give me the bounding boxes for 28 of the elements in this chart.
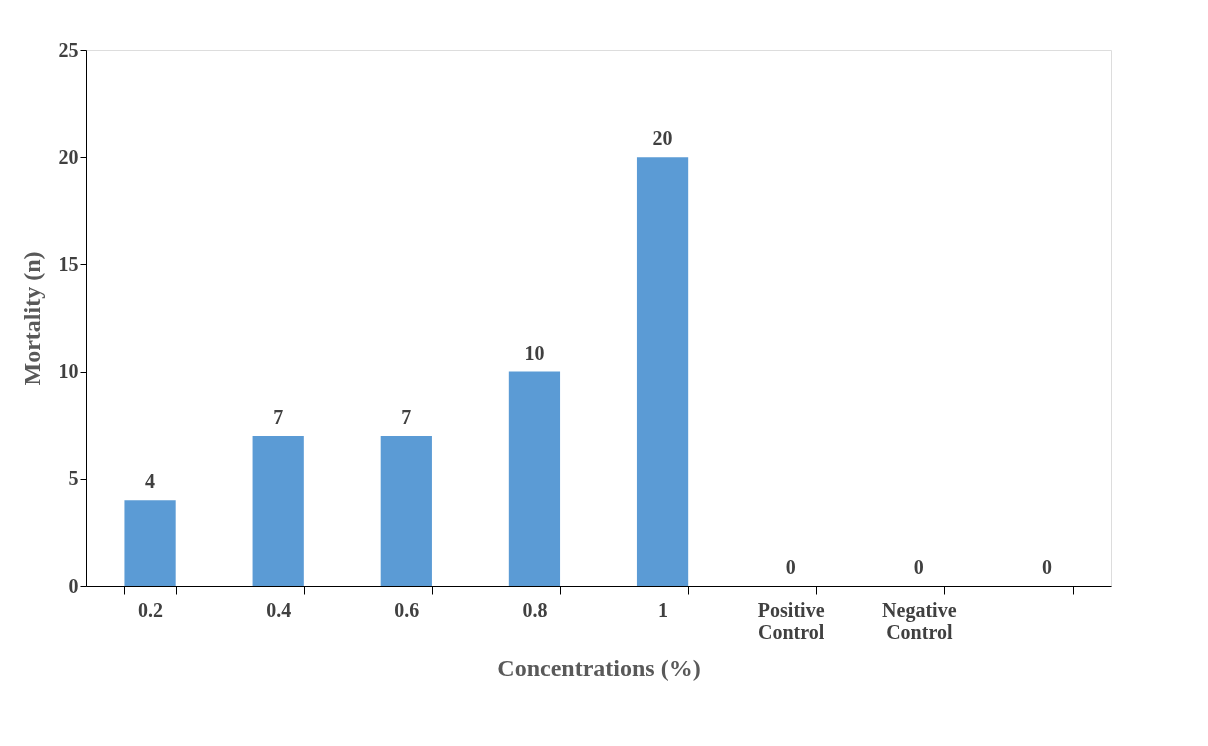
data-label: 4 (145, 470, 156, 493)
data-label: 20 (652, 127, 673, 150)
y-tick-label: 25 (58, 38, 79, 61)
y-tick-label: 5 (68, 467, 79, 490)
data-label: 7 (273, 405, 284, 428)
data-label: 0 (913, 556, 924, 578)
data-label: 10 (524, 341, 545, 364)
bar (508, 371, 561, 586)
y-tick-label: 20 (58, 145, 79, 168)
x-tick-label: 0.4 (266, 598, 292, 621)
x-axis-title: Concentrations (%) (497, 654, 701, 681)
bar (636, 157, 689, 586)
data-label: 7 (401, 405, 412, 428)
x-tick-label: 1 (658, 598, 669, 621)
bar (124, 500, 176, 586)
x-tick-label: 0.2 (138, 598, 164, 621)
data-label: 0 (785, 556, 796, 578)
y-tick-label: 10 (58, 360, 79, 383)
y-axis-title: Mortality (n) (18, 251, 45, 386)
bar (380, 435, 432, 586)
x-tick-label: Positive Control (757, 598, 825, 643)
data-label: 0 (1041, 556, 1052, 578)
bar (252, 435, 304, 586)
y-tick-label: 15 (58, 252, 79, 275)
x-tick-label: Negative Control (882, 598, 957, 643)
y-tick-label: 0 (68, 574, 79, 597)
x-tick-label: 0.6 (394, 598, 420, 621)
x-tick-label: 0.8 (522, 598, 548, 621)
